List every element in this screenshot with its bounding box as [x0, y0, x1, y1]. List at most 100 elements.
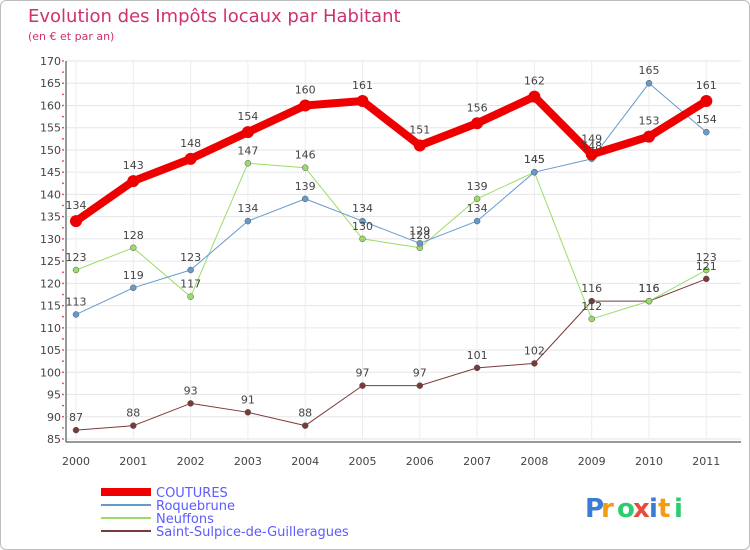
data-label: 147	[237, 144, 258, 157]
data-label: 117	[180, 278, 201, 291]
series-line-neuffons	[75, 162, 707, 320]
axis-dot	[62, 82, 64, 85]
data-label: 97	[356, 367, 370, 380]
data-label: 161	[352, 79, 373, 92]
data-point	[72, 426, 80, 434]
y-tick-label: 145	[40, 166, 61, 179]
data-label: 148	[180, 137, 201, 150]
data-label: 123	[66, 251, 87, 264]
axis-dot	[62, 360, 64, 363]
data-point	[241, 126, 254, 139]
data-label: 116	[639, 282, 660, 295]
y-tick-label: 110	[40, 322, 61, 335]
data-label: 153	[639, 115, 660, 128]
data-label: 102	[524, 344, 545, 357]
data-point	[301, 422, 309, 429]
axis-dot	[62, 438, 64, 440]
axis-dot	[62, 115, 64, 118]
x-tick-label: 2009	[578, 455, 606, 468]
data-point	[473, 364, 481, 372]
data-point	[184, 152, 197, 165]
x-tick-label: 2008	[520, 455, 548, 468]
data-point	[72, 266, 80, 274]
y-tick-label: 120	[40, 277, 61, 290]
data-label: 93	[184, 384, 198, 397]
y-tick-label: 170	[40, 55, 61, 68]
axis-dot	[62, 349, 64, 351]
axis-dot	[62, 293, 64, 296]
data-label: 162	[524, 75, 545, 88]
axis-dot	[62, 338, 64, 340]
y-tick-label: 95	[47, 389, 61, 402]
logo-letter: P	[585, 494, 604, 524]
axis-dot	[62, 415, 64, 418]
data-point	[703, 266, 710, 274]
data-label: 154	[696, 113, 717, 126]
data-label: 112	[581, 300, 602, 313]
data-point	[70, 215, 82, 228]
data-label: 146	[295, 149, 316, 162]
data-point	[127, 175, 140, 188]
data-label: 128	[123, 229, 144, 242]
data-label: 145	[524, 153, 545, 166]
data-point	[299, 99, 312, 112]
data-label: 154	[237, 110, 258, 123]
data-label: 139	[467, 180, 488, 193]
axis-dot	[62, 171, 64, 174]
data-label: 101	[467, 349, 488, 362]
x-tick-label: 2000	[62, 455, 90, 468]
data-label: 119	[123, 269, 144, 282]
axis-dot	[62, 93, 64, 96]
axis-dot	[62, 182, 64, 185]
data-point	[643, 130, 655, 143]
data-point	[359, 217, 366, 225]
plot-area	[66, 61, 741, 439]
logo-letter: x	[633, 494, 650, 524]
data-point	[359, 382, 366, 389]
axis-dot	[62, 260, 64, 263]
data-point	[703, 128, 710, 136]
data-label: 121	[696, 260, 717, 273]
data-point	[130, 244, 137, 252]
y-tick-label: 100	[40, 366, 61, 379]
axis-dot	[62, 104, 64, 107]
axis-dot	[62, 382, 64, 385]
legend-label: COUTURES	[156, 486, 228, 501]
data-label: 97	[413, 367, 427, 380]
legend-label: Neuffons	[156, 512, 214, 527]
data-point	[585, 148, 598, 161]
data-label: 134	[352, 202, 373, 215]
axis-dot	[62, 226, 64, 229]
x-tick-label: 2003	[234, 455, 262, 468]
y-tick-label: 115	[40, 300, 61, 313]
data-label: 130	[352, 220, 373, 233]
y-tick-label: 90	[47, 411, 61, 424]
x-tick-label: 2004	[291, 455, 319, 468]
axis-dot	[62, 249, 64, 251]
x-tick-label: 2006	[406, 455, 434, 468]
data-point	[645, 79, 653, 87]
x-tick-label: 2007	[463, 455, 491, 468]
y-tick-label: 155	[40, 122, 61, 135]
y-tick-label: 130	[40, 233, 61, 246]
axis-dot	[62, 282, 64, 285]
data-label: 88	[126, 407, 140, 420]
legend-label: Roquebrune	[156, 499, 235, 514]
axis-dot	[62, 371, 64, 374]
logo-letter: r	[601, 494, 614, 524]
data-point	[130, 284, 137, 292]
chart-title: Evolution des Impôts locaux par Habitant	[28, 6, 401, 27]
axis-dot	[62, 326, 64, 329]
data-label: 160	[295, 83, 316, 96]
axis-dot	[62, 393, 64, 396]
data-point	[72, 311, 80, 318]
data-point	[416, 382, 424, 389]
x-tick-label: 2002	[177, 455, 205, 468]
logo-letter: i	[649, 494, 658, 524]
data-label: 148	[581, 140, 602, 153]
data-label: 128	[409, 229, 430, 242]
logo-letter: t	[658, 494, 670, 524]
data-label: 143	[123, 159, 144, 172]
data-point	[703, 275, 710, 283]
